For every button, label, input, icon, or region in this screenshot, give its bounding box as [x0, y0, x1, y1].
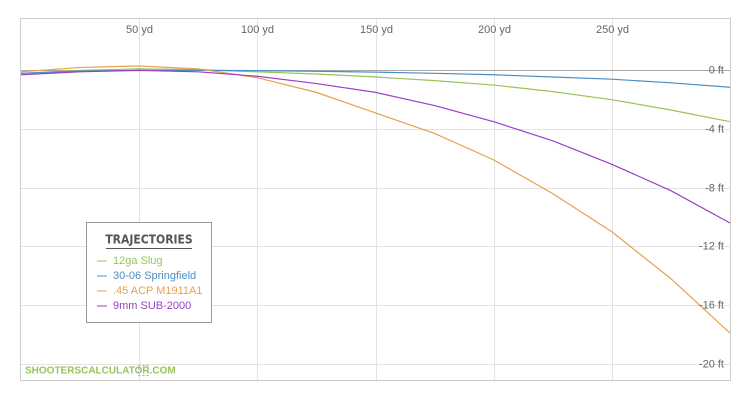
lines	[20, 65, 731, 334]
legend-label: 30-06 Springfield	[113, 270, 196, 282]
x-tick-label: 200 yd	[478, 24, 511, 36]
legend-box	[86, 222, 212, 323]
series-line	[20, 68, 731, 123]
y-tick-label: -8 ft	[705, 182, 724, 194]
y-tick-label: -4 ft	[705, 123, 724, 135]
y-tick-label: -20 ft	[699, 358, 724, 370]
series-line	[20, 65, 731, 334]
y-tick-label: -16 ft	[699, 299, 724, 311]
legend-title: TRAJECTORIES	[105, 233, 192, 247]
legend-label: 9mm SUB-2000	[113, 300, 191, 312]
watermark-icon	[138, 365, 149, 376]
x-tick-label: 50 yd	[126, 24, 153, 36]
legend-label: .45 ACP M1911A1	[113, 285, 203, 297]
watermark: SHOOTERSCALCULATOR.COM	[25, 366, 176, 377]
plot-frame	[20, 18, 731, 381]
x-tick-label: 250 yd	[596, 24, 629, 36]
y-tick-label: -12 ft	[699, 240, 724, 252]
y-tick-label: 0 ft	[709, 64, 724, 76]
legend-label: 12ga Slug	[113, 255, 163, 267]
series-line	[20, 69, 731, 224]
x-tick-label: 150 yd	[360, 24, 393, 36]
x-tick-label: 100 yd	[241, 24, 274, 36]
